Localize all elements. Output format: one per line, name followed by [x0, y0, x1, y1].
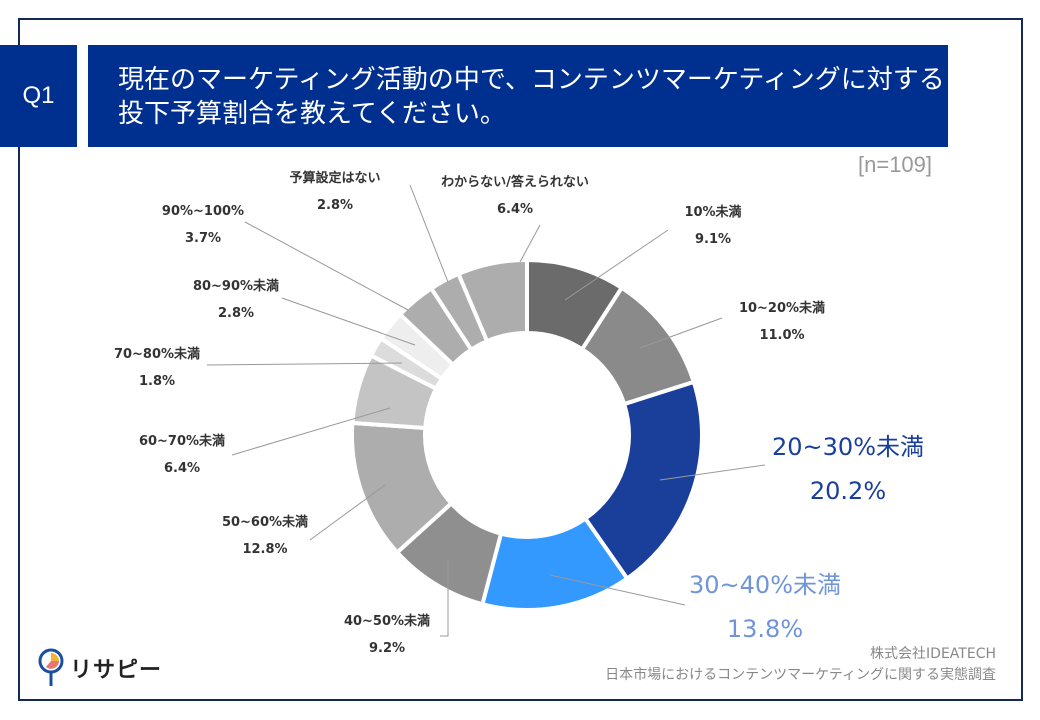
data-label-0: 10%未満 9.1% [684, 199, 741, 253]
donut-slice-11 [455, 257, 529, 344]
data-label-9: 90%~100% 3.7% [162, 198, 244, 252]
leader-line-8 [281, 297, 416, 346]
value-label: 1.8% [138, 374, 176, 389]
chart-frame [18, 18, 1023, 701]
data-label-2: 20~30%未満 20.2% [772, 425, 924, 513]
data-label-1: 10~20%未満 11.0% [739, 295, 825, 349]
category-label: 60~70%未満 [138, 434, 226, 449]
value-label: 2.8% [316, 198, 354, 213]
leader-line-7 [206, 362, 403, 366]
data-label-10: 予算設定はない 2.8% [289, 165, 380, 219]
data-label-11: わからない/答えられない 6.4% [441, 169, 589, 223]
category-label: 50~60%未満 [221, 515, 309, 530]
leader-line-10 [409, 184, 449, 283]
value-label: 12.8% [242, 542, 288, 557]
leader-line-2 [659, 464, 766, 481]
value-label: 20.2% [809, 477, 887, 505]
value-label: 9.1% [694, 232, 732, 247]
leader-line-6 [231, 407, 391, 456]
data-label-6: 60~70%未満 6.4% [139, 428, 225, 482]
data-label-3: 30~40%未満 13.8% [689, 563, 841, 651]
leader-line-1 [639, 317, 723, 349]
leader-line-3 [549, 574, 686, 606]
data-label-4: 40~50%未満 9.2% [344, 608, 430, 662]
category-label: 30~40%未満 [689, 571, 841, 599]
category-label: わからない/答えられない [441, 175, 589, 190]
value-label: 3.7% [184, 231, 222, 246]
donut-slice-2 [582, 379, 704, 582]
category-label: 10%未満 [684, 205, 742, 220]
risapy-logo: リサピー [38, 648, 162, 688]
data-label-5: 50~60%未満 12.8% [222, 509, 308, 563]
category-label: 70~80%未満 [113, 347, 201, 362]
category-label: 10~20%未満 [738, 301, 826, 316]
data-label-8: 80~90%未満 2.8% [193, 273, 279, 327]
logo-pin-icon [38, 648, 64, 686]
data-label-7: 70~80%未満 1.8% [114, 341, 200, 395]
leader-line-4 [440, 560, 449, 637]
category-label: 40~50%未満 [343, 614, 431, 629]
sample-size: [n=109] [858, 152, 933, 177]
category-label: 20~30%未満 [772, 433, 924, 461]
value-label: 2.8% [217, 306, 255, 321]
footer-survey: 日本市場におけるコンテンツマーケティングに関する実態調査 [605, 667, 996, 683]
question-title: 現在のマーケティング活動の中で、コンテンツマーケティングに対する投下予算割合を教… [88, 45, 948, 147]
leader-line-5 [309, 484, 386, 541]
category-label: 90%~100% [161, 204, 245, 219]
value-label: 6.4% [496, 202, 534, 217]
value-label: 11.0% [759, 328, 805, 343]
category-label: 80~90%未満 [192, 279, 280, 294]
value-label: 13.8% [726, 615, 804, 643]
value-label: 9.2% [368, 641, 406, 656]
leader-line-0 [564, 229, 669, 301]
leader-line-9 [244, 221, 409, 311]
question-number: Q1 [0, 45, 77, 147]
leader-line-11 [519, 224, 541, 263]
footer-company: 株式会社IDEATECH [870, 646, 996, 662]
category-label: 予算設定はない [289, 171, 381, 186]
logo-text: リサピー [70, 658, 163, 683]
footer-source: 株式会社IDEATECH 日本市場におけるコンテンツマーケティングに関する実態調… [605, 644, 996, 686]
value-label: 6.4% [163, 461, 201, 476]
